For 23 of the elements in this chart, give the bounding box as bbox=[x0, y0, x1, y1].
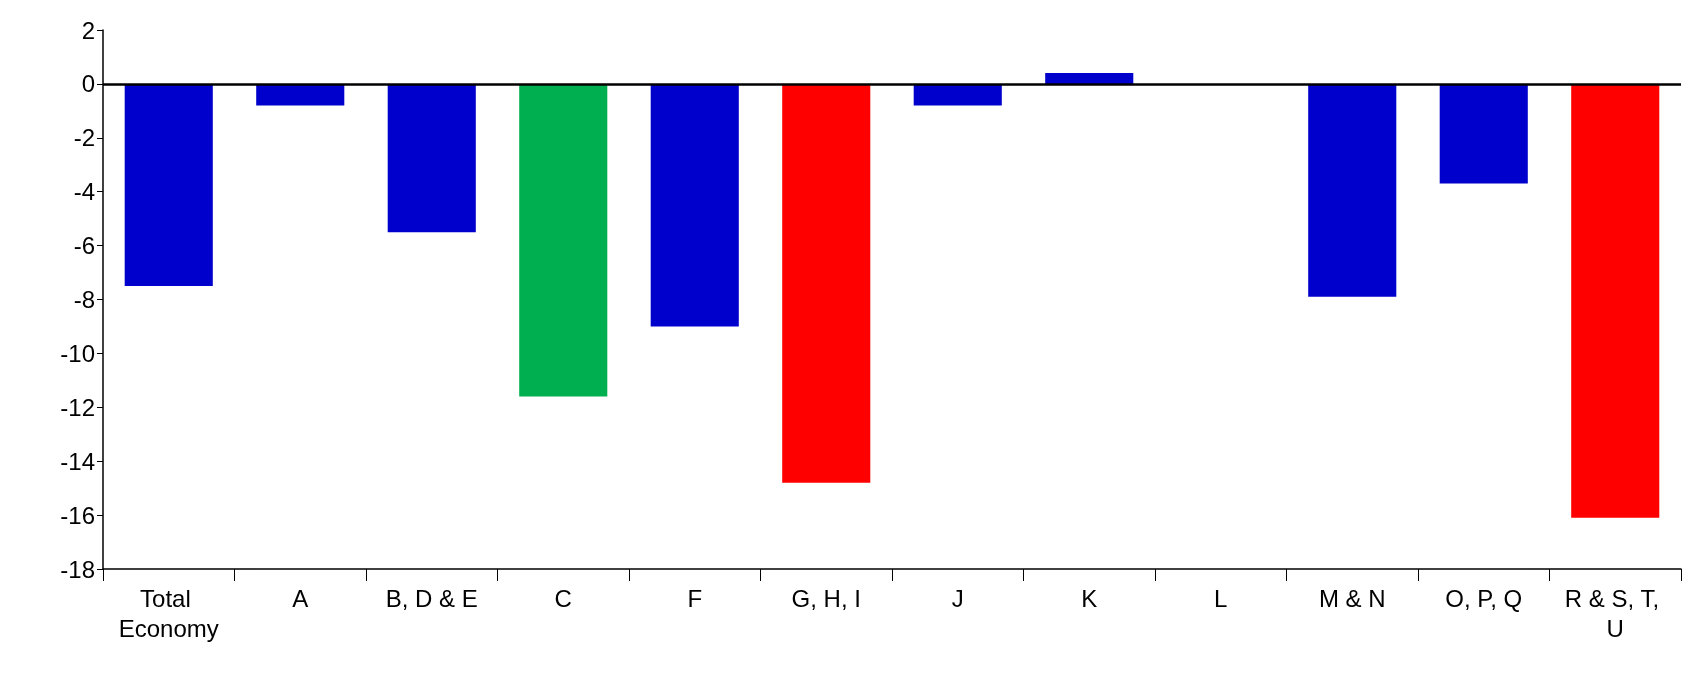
x-tick-label: G, H, I bbox=[791, 584, 861, 612]
y-tick-label: -12 bbox=[60, 393, 95, 421]
y-tick-label: -14 bbox=[60, 447, 95, 475]
y-tick-label: -6 bbox=[73, 232, 95, 260]
y-tick-label: -8 bbox=[73, 286, 95, 313]
y-tick-label: 0 bbox=[81, 70, 95, 98]
x-tick-label: L bbox=[1214, 584, 1228, 612]
y-tick-label: -2 bbox=[73, 124, 95, 152]
x-tick-label: A bbox=[292, 584, 309, 612]
x-tick-label: Total Economy bbox=[118, 584, 219, 642]
y-tick-label: -16 bbox=[60, 501, 95, 529]
x-tick-label: J bbox=[951, 584, 964, 612]
x-tick-label: F bbox=[687, 584, 703, 612]
y-tick-label: 2 bbox=[81, 16, 95, 44]
y-tick-label: -4 bbox=[73, 178, 95, 206]
x-tick-label: B, D & E bbox=[385, 584, 478, 612]
x-tick-label: O, P, Q bbox=[1445, 584, 1523, 612]
y-tick-label: -18 bbox=[60, 555, 95, 583]
x-tick-label: C bbox=[554, 584, 572, 612]
x-tick-label: R & S, T, U bbox=[1564, 584, 1666, 642]
x-tick-label: M & N bbox=[1318, 584, 1386, 612]
y-tick-label: -10 bbox=[60, 339, 95, 367]
x-tick-label: K bbox=[1081, 584, 1098, 612]
